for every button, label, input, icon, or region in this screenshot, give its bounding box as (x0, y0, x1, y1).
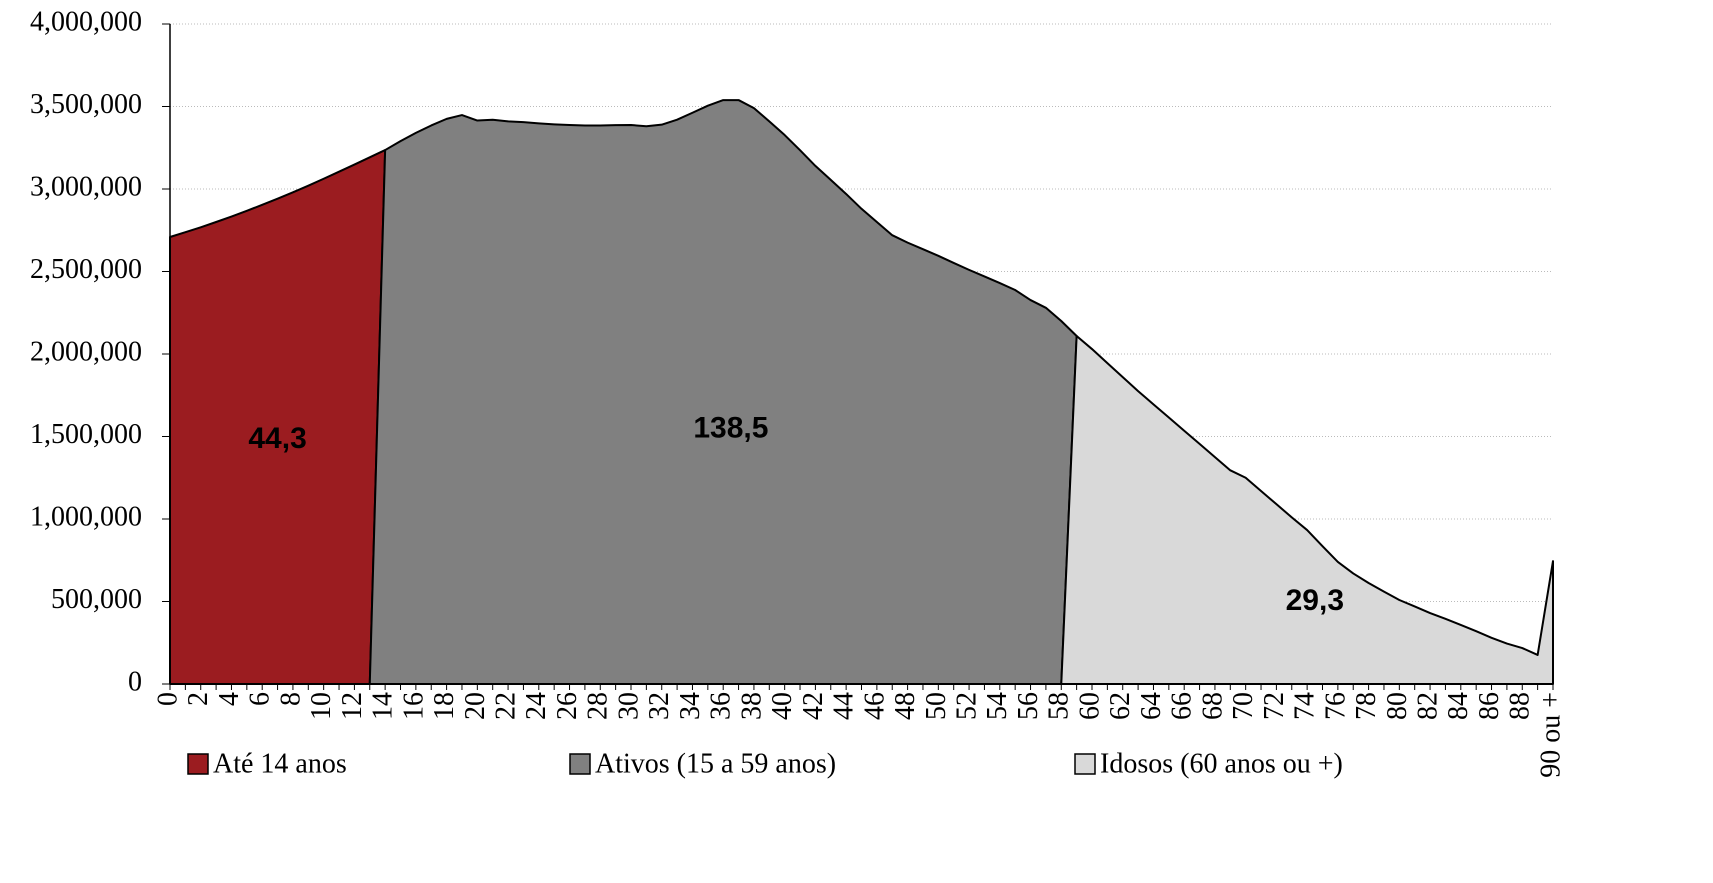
x-tick-label: 36 (706, 692, 737, 720)
x-tick-label: 84 (1443, 692, 1474, 720)
area-total-label: 44,3 (248, 422, 306, 455)
x-tick-label: 30 (613, 692, 644, 720)
area (368, 99, 1078, 685)
x-tick-label: 78 (1351, 692, 1382, 720)
x-tick-label: 54 (982, 692, 1013, 720)
y-tick-label: 3,500,000 (30, 89, 142, 120)
y-tick-label: 1,000,000 (30, 501, 142, 532)
legend-label: Até 14 anos (213, 748, 347, 779)
x-tick-label: 0 (152, 692, 183, 706)
x-tick-label: 58 (1044, 692, 1075, 720)
area (1060, 335, 1554, 685)
x-tick-label: 70 (1228, 692, 1259, 720)
x-tick-label: 16 (398, 692, 429, 720)
x-tick-label: 68 (1197, 692, 1228, 720)
legend-swatch (187, 753, 209, 775)
x-tick-label: 34 (675, 692, 706, 720)
area-total-label: 138,5 (693, 411, 768, 444)
x-tick-label: 22 (490, 692, 521, 720)
x-tick-label: 72 (1259, 692, 1290, 720)
x-tick-label: 62 (1105, 692, 1136, 720)
x-tick-label: 20 (460, 692, 491, 720)
x-tick-label: 10 (306, 692, 337, 720)
area (169, 149, 387, 685)
x-tick-label: 44 (829, 692, 860, 720)
x-tick-label: 90 ou + (1535, 692, 1566, 778)
x-tick-label: 50 (921, 692, 952, 720)
area-total-label: 29,3 (1286, 584, 1344, 617)
y-tick-label: 4,000,000 (30, 6, 142, 37)
x-tick-label: 12 (337, 692, 368, 720)
x-tick-label: 40 (767, 692, 798, 720)
x-tick-label: 2 (183, 692, 214, 706)
y-tick-label: 2,500,000 (30, 254, 142, 285)
x-tick-label: 88 (1505, 692, 1536, 720)
x-tick-label: 82 (1412, 692, 1443, 720)
x-tick-label: 48 (890, 692, 921, 720)
y-tick-label: 1,500,000 (30, 419, 142, 450)
x-tick-label: 76 (1320, 692, 1351, 720)
x-tick-label: 56 (1013, 692, 1044, 720)
y-tick-label: 3,000,000 (30, 171, 142, 202)
x-tick-label: 52 (951, 692, 982, 720)
x-tick-label: 46 (859, 692, 890, 720)
x-tick-label: 28 (583, 692, 614, 720)
x-tick-label: 38 (736, 692, 767, 720)
x-tick-label: 8 (275, 692, 306, 706)
y-tick-label: 0 (128, 666, 142, 697)
x-tick-label: 80 (1382, 692, 1413, 720)
x-tick-label: 86 (1474, 692, 1505, 720)
x-tick-label: 24 (521, 692, 552, 720)
y-tick-label: 2,000,000 (30, 336, 142, 367)
x-tick-label: 74 (1290, 692, 1321, 720)
x-tick-label: 14 (368, 692, 399, 720)
legend-swatch (569, 753, 591, 775)
legend-label: Ativos (15 a 59 anos) (595, 748, 836, 779)
x-tick-label: 66 (1167, 692, 1198, 720)
y-tick-label: 500,000 (51, 584, 142, 615)
x-tick-label: 26 (552, 692, 583, 720)
legend-label: Idosos (60 anos ou +) (1100, 748, 1343, 779)
x-tick-label: 4 (214, 692, 245, 706)
x-tick-label: 64 (1136, 692, 1167, 720)
x-tick-label: 60 (1074, 692, 1105, 720)
x-tick-label: 32 (644, 692, 675, 720)
x-tick-label: 18 (429, 692, 460, 720)
x-tick-label: 6 (245, 692, 276, 706)
legend-swatch (1074, 753, 1096, 775)
x-tick-label: 42 (798, 692, 829, 720)
